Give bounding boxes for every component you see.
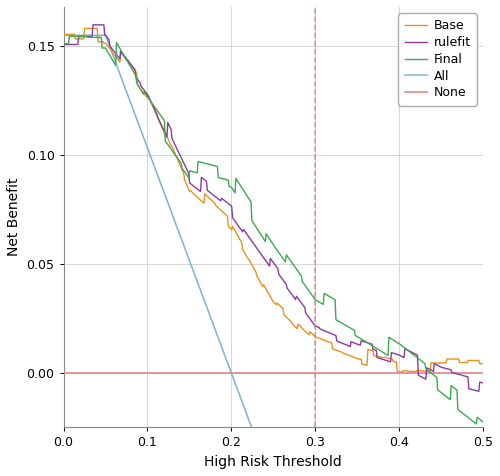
- Base: [311, 333, 317, 338]
- None: [288, 370, 294, 376]
- rulefit: [480, 380, 486, 386]
- Final: [60, 41, 66, 47]
- rulefit: [405, 347, 411, 353]
- Base: [480, 361, 486, 367]
- X-axis label: High Risk Threshold: High Risk Threshold: [204, 455, 342, 469]
- Final: [480, 419, 486, 425]
- Base: [82, 26, 87, 31]
- None: [404, 370, 410, 376]
- None: [470, 370, 476, 376]
- Line: All: All: [64, 35, 483, 476]
- rulefit: [260, 255, 266, 261]
- All: [60, 32, 66, 38]
- Final: [474, 421, 480, 426]
- Final: [260, 236, 266, 242]
- Base: [472, 357, 478, 363]
- None: [310, 370, 316, 376]
- Base: [263, 287, 269, 292]
- None: [262, 370, 268, 376]
- rulefit: [90, 22, 96, 28]
- Final: [311, 295, 317, 301]
- Final: [66, 33, 72, 39]
- Final: [471, 419, 477, 425]
- Base: [60, 31, 66, 37]
- Base: [288, 319, 294, 325]
- Final: [263, 231, 269, 237]
- Base: [260, 282, 266, 288]
- Final: [405, 348, 411, 354]
- rulefit: [263, 258, 269, 264]
- Base: [406, 368, 412, 374]
- rulefit: [60, 41, 66, 47]
- Legend: Base, rulefit, Final, All, None: Base, rulefit, Final, All, None: [398, 13, 477, 106]
- rulefit: [288, 291, 294, 297]
- Line: rulefit: rulefit: [64, 25, 483, 391]
- None: [60, 370, 66, 376]
- Line: Base: Base: [64, 29, 483, 372]
- Y-axis label: Net Benefit: Net Benefit: [7, 178, 21, 257]
- None: [480, 370, 486, 376]
- All: [262, 461, 268, 467]
- rulefit: [471, 387, 477, 393]
- Base: [400, 369, 406, 375]
- Line: Final: Final: [64, 36, 483, 424]
- All: [260, 455, 266, 460]
- None: [260, 370, 266, 376]
- rulefit: [476, 388, 482, 394]
- rulefit: [311, 321, 317, 327]
- Final: [288, 259, 294, 265]
